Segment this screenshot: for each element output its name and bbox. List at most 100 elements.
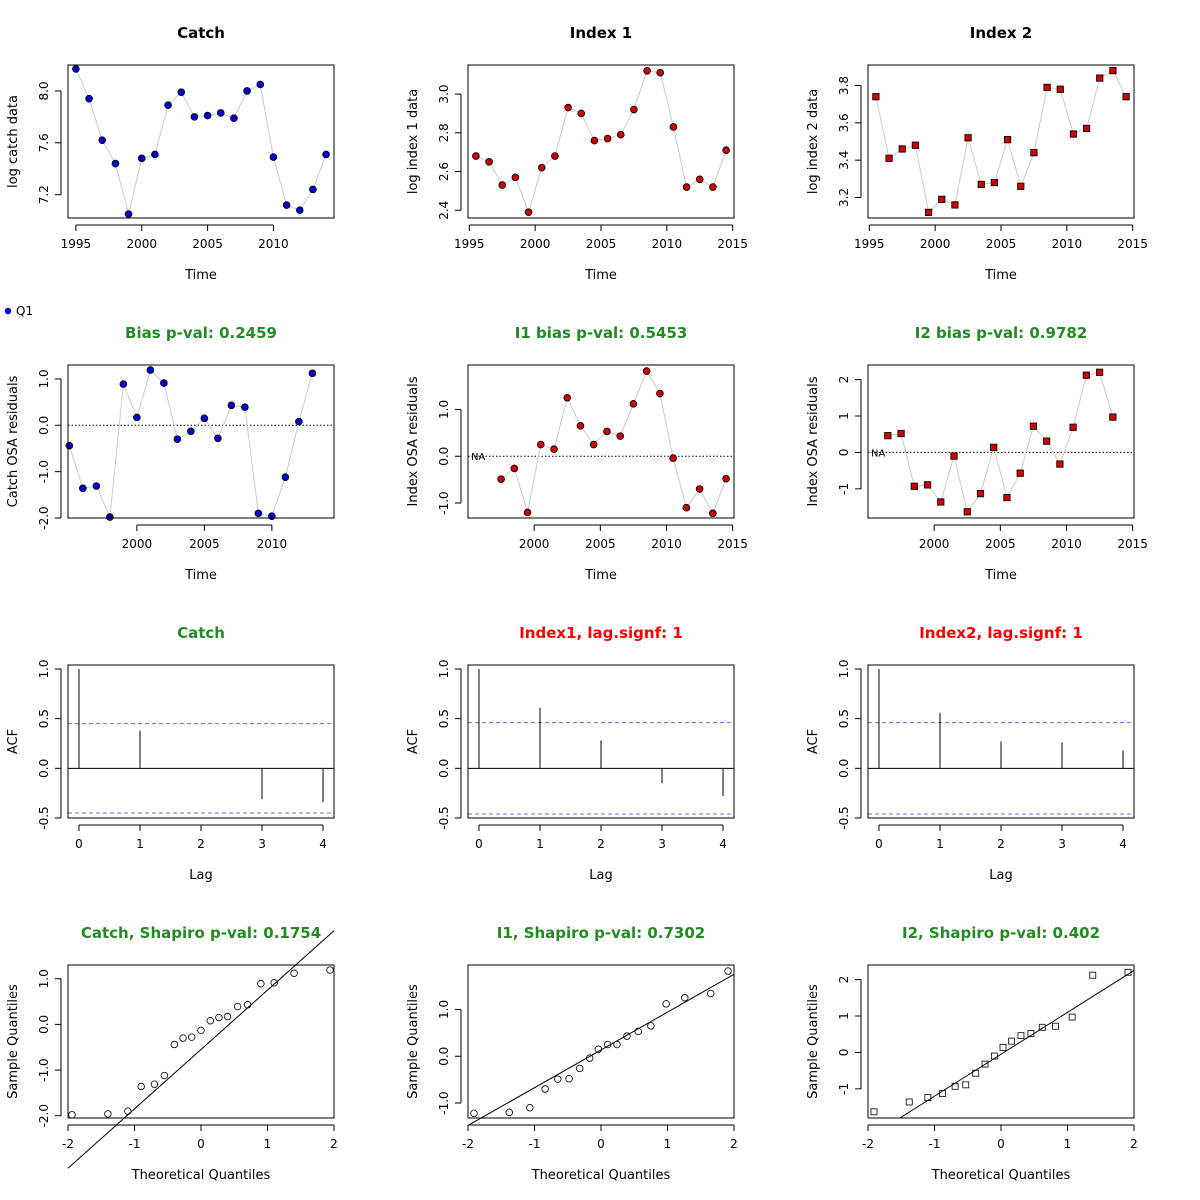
index2-data-point-17 bbox=[1096, 74, 1104, 82]
index1-acf-y-tick-label-1: 0.0 bbox=[437, 759, 451, 778]
catch-qq-x-tick-label-4: 2 bbox=[330, 1137, 338, 1151]
index1-acf-panel: Index1, lag.signf: 1 0 1 2 3 4 Lag -0.5 0.0 0.5 1.… bbox=[406, 624, 735, 883]
index1-data-x-axis: 1995 2000 2005 2010 2015 Time bbox=[454, 224, 748, 283]
catch-data-point-1 bbox=[85, 94, 93, 103]
catch-resid-plot-frame bbox=[67, 364, 335, 519]
catch-qq-point-18 bbox=[326, 966, 334, 974]
catch-data-point-6 bbox=[151, 150, 159, 159]
catch-acf-y-tick-label-1: 0.0 bbox=[37, 759, 51, 778]
index2-resid-point-1 bbox=[897, 429, 905, 438]
catch-resid-series-line bbox=[68, 369, 313, 520]
catch-data-series-line bbox=[75, 68, 327, 215]
index1-resid-x-tick-label-1: 2005 bbox=[585, 537, 616, 551]
catch-qq-x-tick-label-0: -2 bbox=[62, 1137, 74, 1151]
index1-qq-point-8 bbox=[594, 1045, 603, 1053]
index2-data-point-16 bbox=[1082, 124, 1091, 133]
index1-data-point-3 bbox=[511, 173, 520, 182]
index2-qq-y-tick-label-3: 2 bbox=[837, 976, 851, 984]
catch-resid-point-11 bbox=[214, 434, 222, 443]
index2-resid-point-9 bbox=[1003, 493, 1011, 502]
catch-data-x-axis-label: Time bbox=[184, 268, 217, 283]
catch-qq-point-2 bbox=[124, 1107, 132, 1115]
index1-data-series-line bbox=[475, 70, 727, 214]
index2-qq-point-12 bbox=[1027, 1030, 1035, 1037]
catch-resid-point-1 bbox=[79, 484, 87, 493]
index1-resid-point-16 bbox=[709, 509, 717, 518]
index1-acf-x-axis: 0 1 2 3 4 Lag bbox=[475, 824, 727, 883]
catch-qq-point-10 bbox=[206, 1017, 215, 1025]
index2-qq-x-axis-label: Theoretical Quantiles bbox=[931, 1168, 1071, 1183]
index1-resid-point-5 bbox=[563, 393, 572, 402]
index1-data-x-axis-label: Time bbox=[584, 268, 617, 283]
index1-qq-point-13 bbox=[647, 1022, 655, 1030]
index2-data-point-4 bbox=[924, 208, 933, 217]
index1-acf-y-axis: -0.5 0.0 0.5 1.0 ACF bbox=[406, 659, 462, 830]
index2-resid-point-8 bbox=[990, 443, 998, 451]
index1-data-y-tick-label-1: 2.6 bbox=[437, 162, 451, 181]
index2-data-x-tick-label-2: 2005 bbox=[986, 237, 1017, 251]
index1-qq-panel: I1, Shapiro p-val: 0.7302 -2 -1 0 1 2 Theoreti… bbox=[406, 924, 738, 1183]
index2-resid-y-axis: -1 0 1 2 Index OSA residuals bbox=[806, 376, 862, 506]
catch-resid-y-axis-label: Catch OSA residuals bbox=[6, 375, 21, 507]
index2-resid-point-0 bbox=[884, 432, 892, 440]
index1-data-point-10 bbox=[603, 134, 612, 143]
index1-resid-point-13 bbox=[669, 454, 677, 462]
index2-acf-x-axis-label: Lag bbox=[989, 868, 1012, 883]
index2-qq-point-15 bbox=[1068, 1013, 1076, 1021]
index2-qq-point-4 bbox=[951, 1082, 959, 1090]
index2-qq-y-tick-label-1: 0 bbox=[837, 1049, 851, 1057]
index1-resid-point-6 bbox=[576, 422, 585, 430]
index2-resid-point-5 bbox=[950, 452, 958, 460]
index1-qq-x-tick-label-3: 1 bbox=[664, 1137, 672, 1151]
index2-data-y-tick-label-1: 3.4 bbox=[837, 151, 851, 170]
index1-qq-point-0 bbox=[470, 1109, 478, 1118]
index2-resid-x-axis-label: Time bbox=[984, 568, 1017, 583]
index2-data-point-8 bbox=[977, 180, 985, 189]
index1-resid-point-11 bbox=[642, 367, 651, 375]
index2-acf-y-tick-label-0: -0.5 bbox=[837, 806, 851, 829]
catch-qq-point-16 bbox=[270, 979, 278, 987]
catch-qq-title: Catch, Shapiro p-val: 0.1754 bbox=[81, 924, 321, 942]
index1-acf-y-axis-label: ACF bbox=[406, 729, 421, 754]
index1-data-y-tick-label-0: 2.4 bbox=[437, 201, 451, 220]
index1-resid-x-tick-label-0: 2000 bbox=[519, 537, 550, 551]
index2-qq-point-0 bbox=[870, 1108, 878, 1116]
index1-qq-qq-line bbox=[467, 973, 735, 1126]
index2-resid-point-17 bbox=[1109, 413, 1117, 421]
index2-resid-y-tick-label-2: 1 bbox=[837, 412, 851, 420]
catch-qq-x-axis: -2 -1 0 1 2 Theoretical Quantiles bbox=[62, 1124, 338, 1183]
index1-data-point-17 bbox=[695, 175, 704, 184]
index2-data-point-19 bbox=[1122, 93, 1130, 101]
index2-qq-point-1 bbox=[905, 1098, 913, 1106]
catch-resid-y-tick-label-1: -1.0 bbox=[37, 460, 51, 483]
catch-data-point-14 bbox=[256, 80, 265, 89]
catch-resid-point-18 bbox=[308, 369, 317, 378]
index1-data-point-14 bbox=[656, 68, 665, 77]
catch-resid-x-tick-label-0: 2000 bbox=[122, 537, 153, 551]
index2-qq-x-axis: -2 -1 0 1 2 Theoretical Quantiles bbox=[862, 1124, 1138, 1183]
index1-acf-plot-frame bbox=[467, 664, 735, 819]
index1-acf-y-tick-label-3: 1.0 bbox=[437, 659, 451, 678]
index2-data-x-tick-label-1: 2000 bbox=[920, 237, 951, 251]
index1-data-title: Index 1 bbox=[570, 24, 633, 42]
catch-data-y-axis: 7.2 7.6 8.0 log catch data bbox=[6, 81, 62, 204]
index2-data-point-11 bbox=[1017, 182, 1025, 190]
catch-qq-x-tick-label-3: 1 bbox=[264, 1137, 272, 1151]
catch-data-y-axis-label: log catch data bbox=[6, 95, 21, 188]
index2-resid-y-axis-label: Index OSA residuals bbox=[806, 376, 821, 506]
catch-data-point-5 bbox=[137, 154, 146, 163]
catch-resid-y-axis: -2.0 -1.0 0.0 1.0 Catch OSA residuals bbox=[6, 369, 62, 530]
catch-resid-y-tick-label-2: 0.0 bbox=[37, 416, 51, 435]
index1-data-point-9 bbox=[590, 136, 599, 145]
index1-qq-point-3 bbox=[541, 1085, 549, 1093]
catch-data-panel: Catch 1995 2000 2005 2010 Time 7.2 7.6 8.0 log ca… bbox=[6, 24, 335, 283]
index2-qq-point-13 bbox=[1038, 1023, 1046, 1031]
index2-resid-y-tick-label-3: 2 bbox=[837, 376, 851, 384]
index2-acf-x-tick-label-3: 3 bbox=[1058, 837, 1066, 851]
index2-qq-y-tick-label-2: 1 bbox=[837, 1012, 851, 1020]
index2-data-point-3 bbox=[911, 141, 920, 149]
index1-resid-x-axis-label: Time bbox=[584, 568, 617, 583]
index1-acf-x-tick-label-4: 4 bbox=[719, 837, 727, 851]
index2-resid-point-3 bbox=[923, 481, 932, 489]
